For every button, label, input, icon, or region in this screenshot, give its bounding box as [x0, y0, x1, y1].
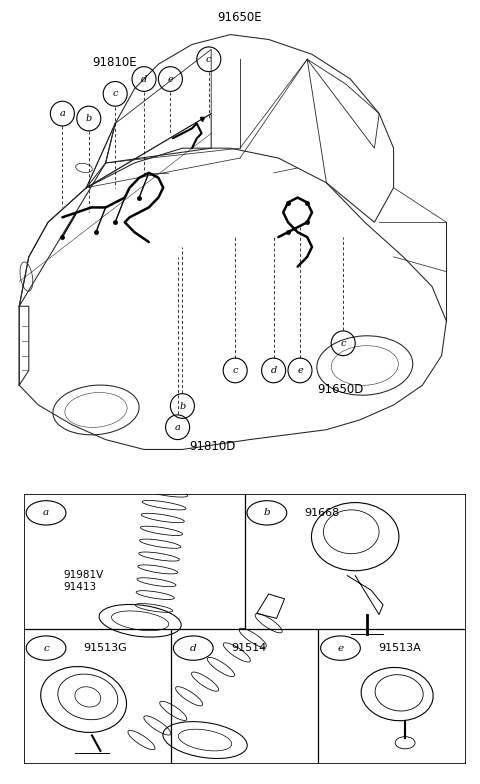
Text: 91513G: 91513G	[84, 643, 127, 653]
Text: c: c	[112, 89, 118, 98]
Text: d: d	[270, 366, 277, 375]
Text: 91810D: 91810D	[190, 440, 236, 452]
Text: 91650D: 91650D	[317, 383, 363, 396]
Text: 91668: 91668	[304, 508, 340, 518]
Text: b: b	[179, 401, 186, 411]
Text: e: e	[168, 74, 173, 84]
Text: b: b	[264, 508, 270, 517]
Text: a: a	[60, 109, 65, 118]
Text: d: d	[141, 74, 147, 84]
Text: a: a	[43, 508, 49, 517]
Text: c: c	[340, 339, 346, 348]
Text: c: c	[43, 644, 49, 652]
Text: e: e	[297, 366, 303, 375]
Text: b: b	[85, 114, 92, 123]
Text: d: d	[190, 644, 197, 652]
Text: e: e	[337, 644, 344, 652]
Text: c: c	[206, 55, 212, 64]
Text: 91810E: 91810E	[92, 56, 136, 69]
Text: c: c	[232, 366, 238, 375]
Text: 91650E: 91650E	[218, 11, 262, 24]
Text: 91514: 91514	[231, 643, 266, 653]
Text: 91981V
91413: 91981V 91413	[64, 570, 104, 592]
Text: 91513A: 91513A	[378, 643, 421, 653]
Text: a: a	[175, 423, 180, 432]
